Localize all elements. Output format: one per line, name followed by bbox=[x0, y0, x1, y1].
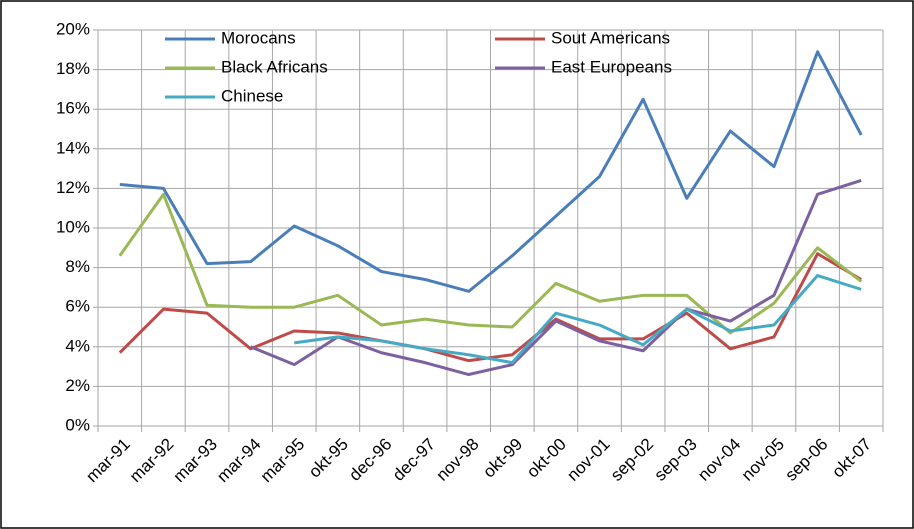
series-line bbox=[118, 192, 863, 335]
legend-label: Sout Americans bbox=[551, 28, 670, 47]
series-line bbox=[294, 274, 862, 365]
legend-label: Chinese bbox=[221, 86, 283, 105]
y-tick-label: 16% bbox=[56, 99, 90, 118]
legend-label: Morocans bbox=[221, 28, 296, 47]
y-tick-label: 4% bbox=[65, 336, 90, 355]
y-tick-label: 6% bbox=[65, 297, 90, 316]
series-line bbox=[119, 50, 863, 293]
legend-label: Black Africans bbox=[221, 57, 328, 76]
y-tick-label: 10% bbox=[56, 217, 90, 236]
y-tick-label: 0% bbox=[65, 415, 90, 434]
y-tick-label: 20% bbox=[56, 19, 90, 38]
y-tick-label: 8% bbox=[65, 257, 90, 276]
y-tick-label: 12% bbox=[56, 178, 90, 197]
series-line bbox=[250, 179, 862, 377]
y-tick-label: 2% bbox=[65, 376, 90, 395]
y-tick-label: 18% bbox=[56, 59, 90, 78]
legend-label: East Europeans bbox=[551, 57, 672, 76]
y-tick-label: 14% bbox=[56, 138, 90, 157]
